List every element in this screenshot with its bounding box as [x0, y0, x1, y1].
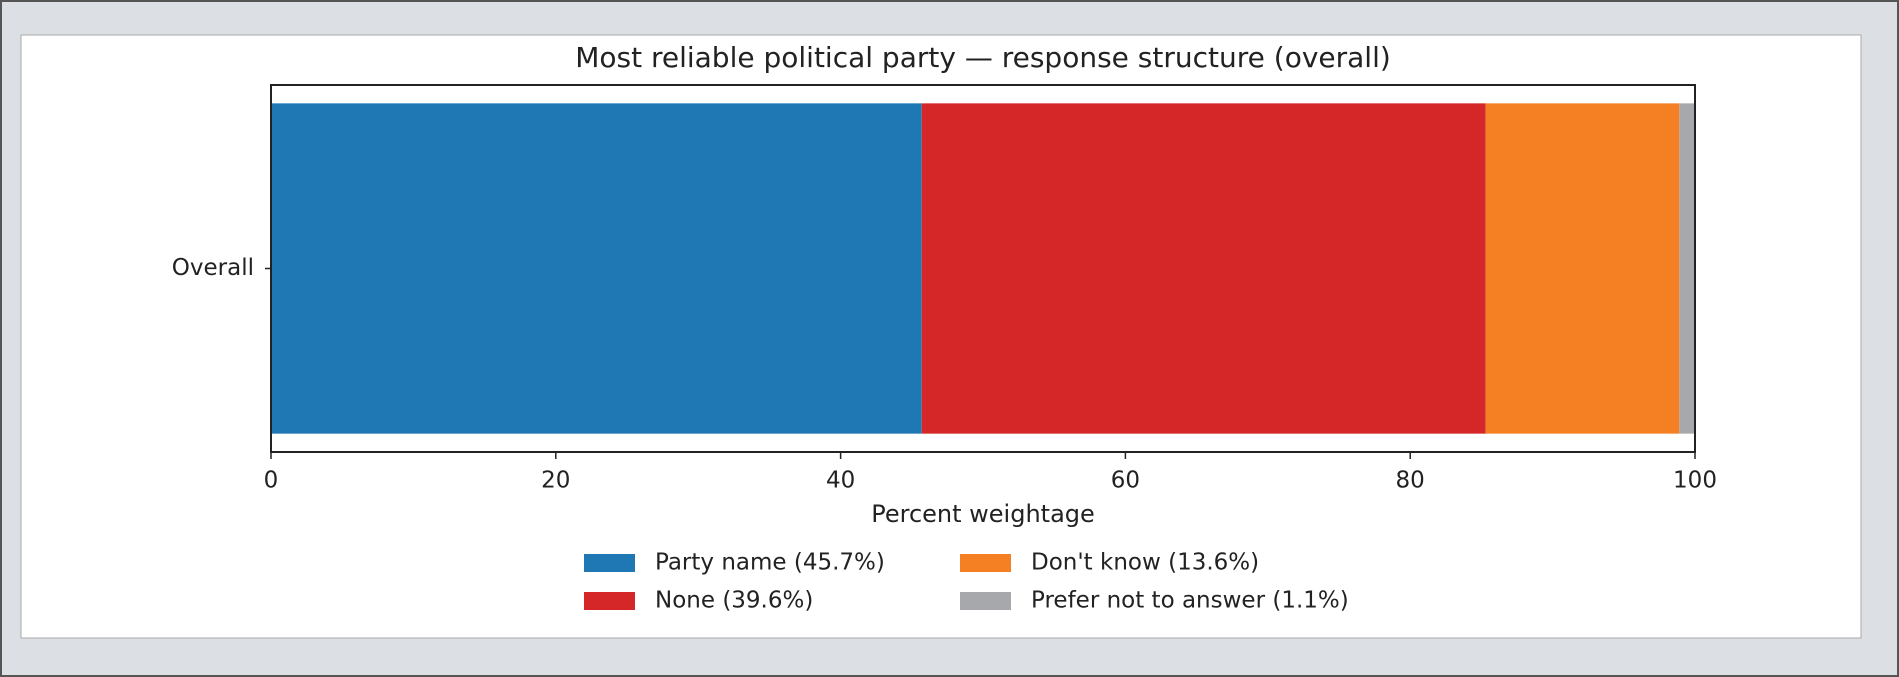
plot-border — [270, 84, 1696, 453]
x-tick-label: 100 — [1673, 468, 1717, 494]
x-tick-label: 20 — [541, 468, 570, 494]
legend-label: Don't know (13.6%) — [1031, 550, 1259, 576]
legend-swatch — [960, 592, 1011, 610]
x-axis-label: Percent weightage — [871, 500, 1095, 528]
legend-swatch — [960, 554, 1011, 572]
legend-label: Party name (45.7%) — [655, 550, 885, 576]
legend-swatch — [584, 592, 635, 610]
y-tick-label: Overall — [172, 255, 254, 281]
bar-segment — [271, 103, 922, 434]
bar-segment — [1485, 103, 1680, 434]
x-tick-label: 80 — [1396, 468, 1425, 494]
x-tick-label: 0 — [264, 468, 279, 494]
legend-swatch — [584, 554, 635, 572]
x-tick-label: 60 — [1111, 468, 1140, 494]
chart-title: Most reliable political party — response… — [575, 41, 1391, 74]
bar-segment — [921, 103, 1486, 434]
legend-label: Prefer not to answer (1.1%) — [1031, 588, 1349, 614]
legend-label: None (39.6%) — [655, 588, 813, 614]
bar-segment — [1679, 103, 1695, 434]
x-tick-label: 40 — [826, 468, 855, 494]
